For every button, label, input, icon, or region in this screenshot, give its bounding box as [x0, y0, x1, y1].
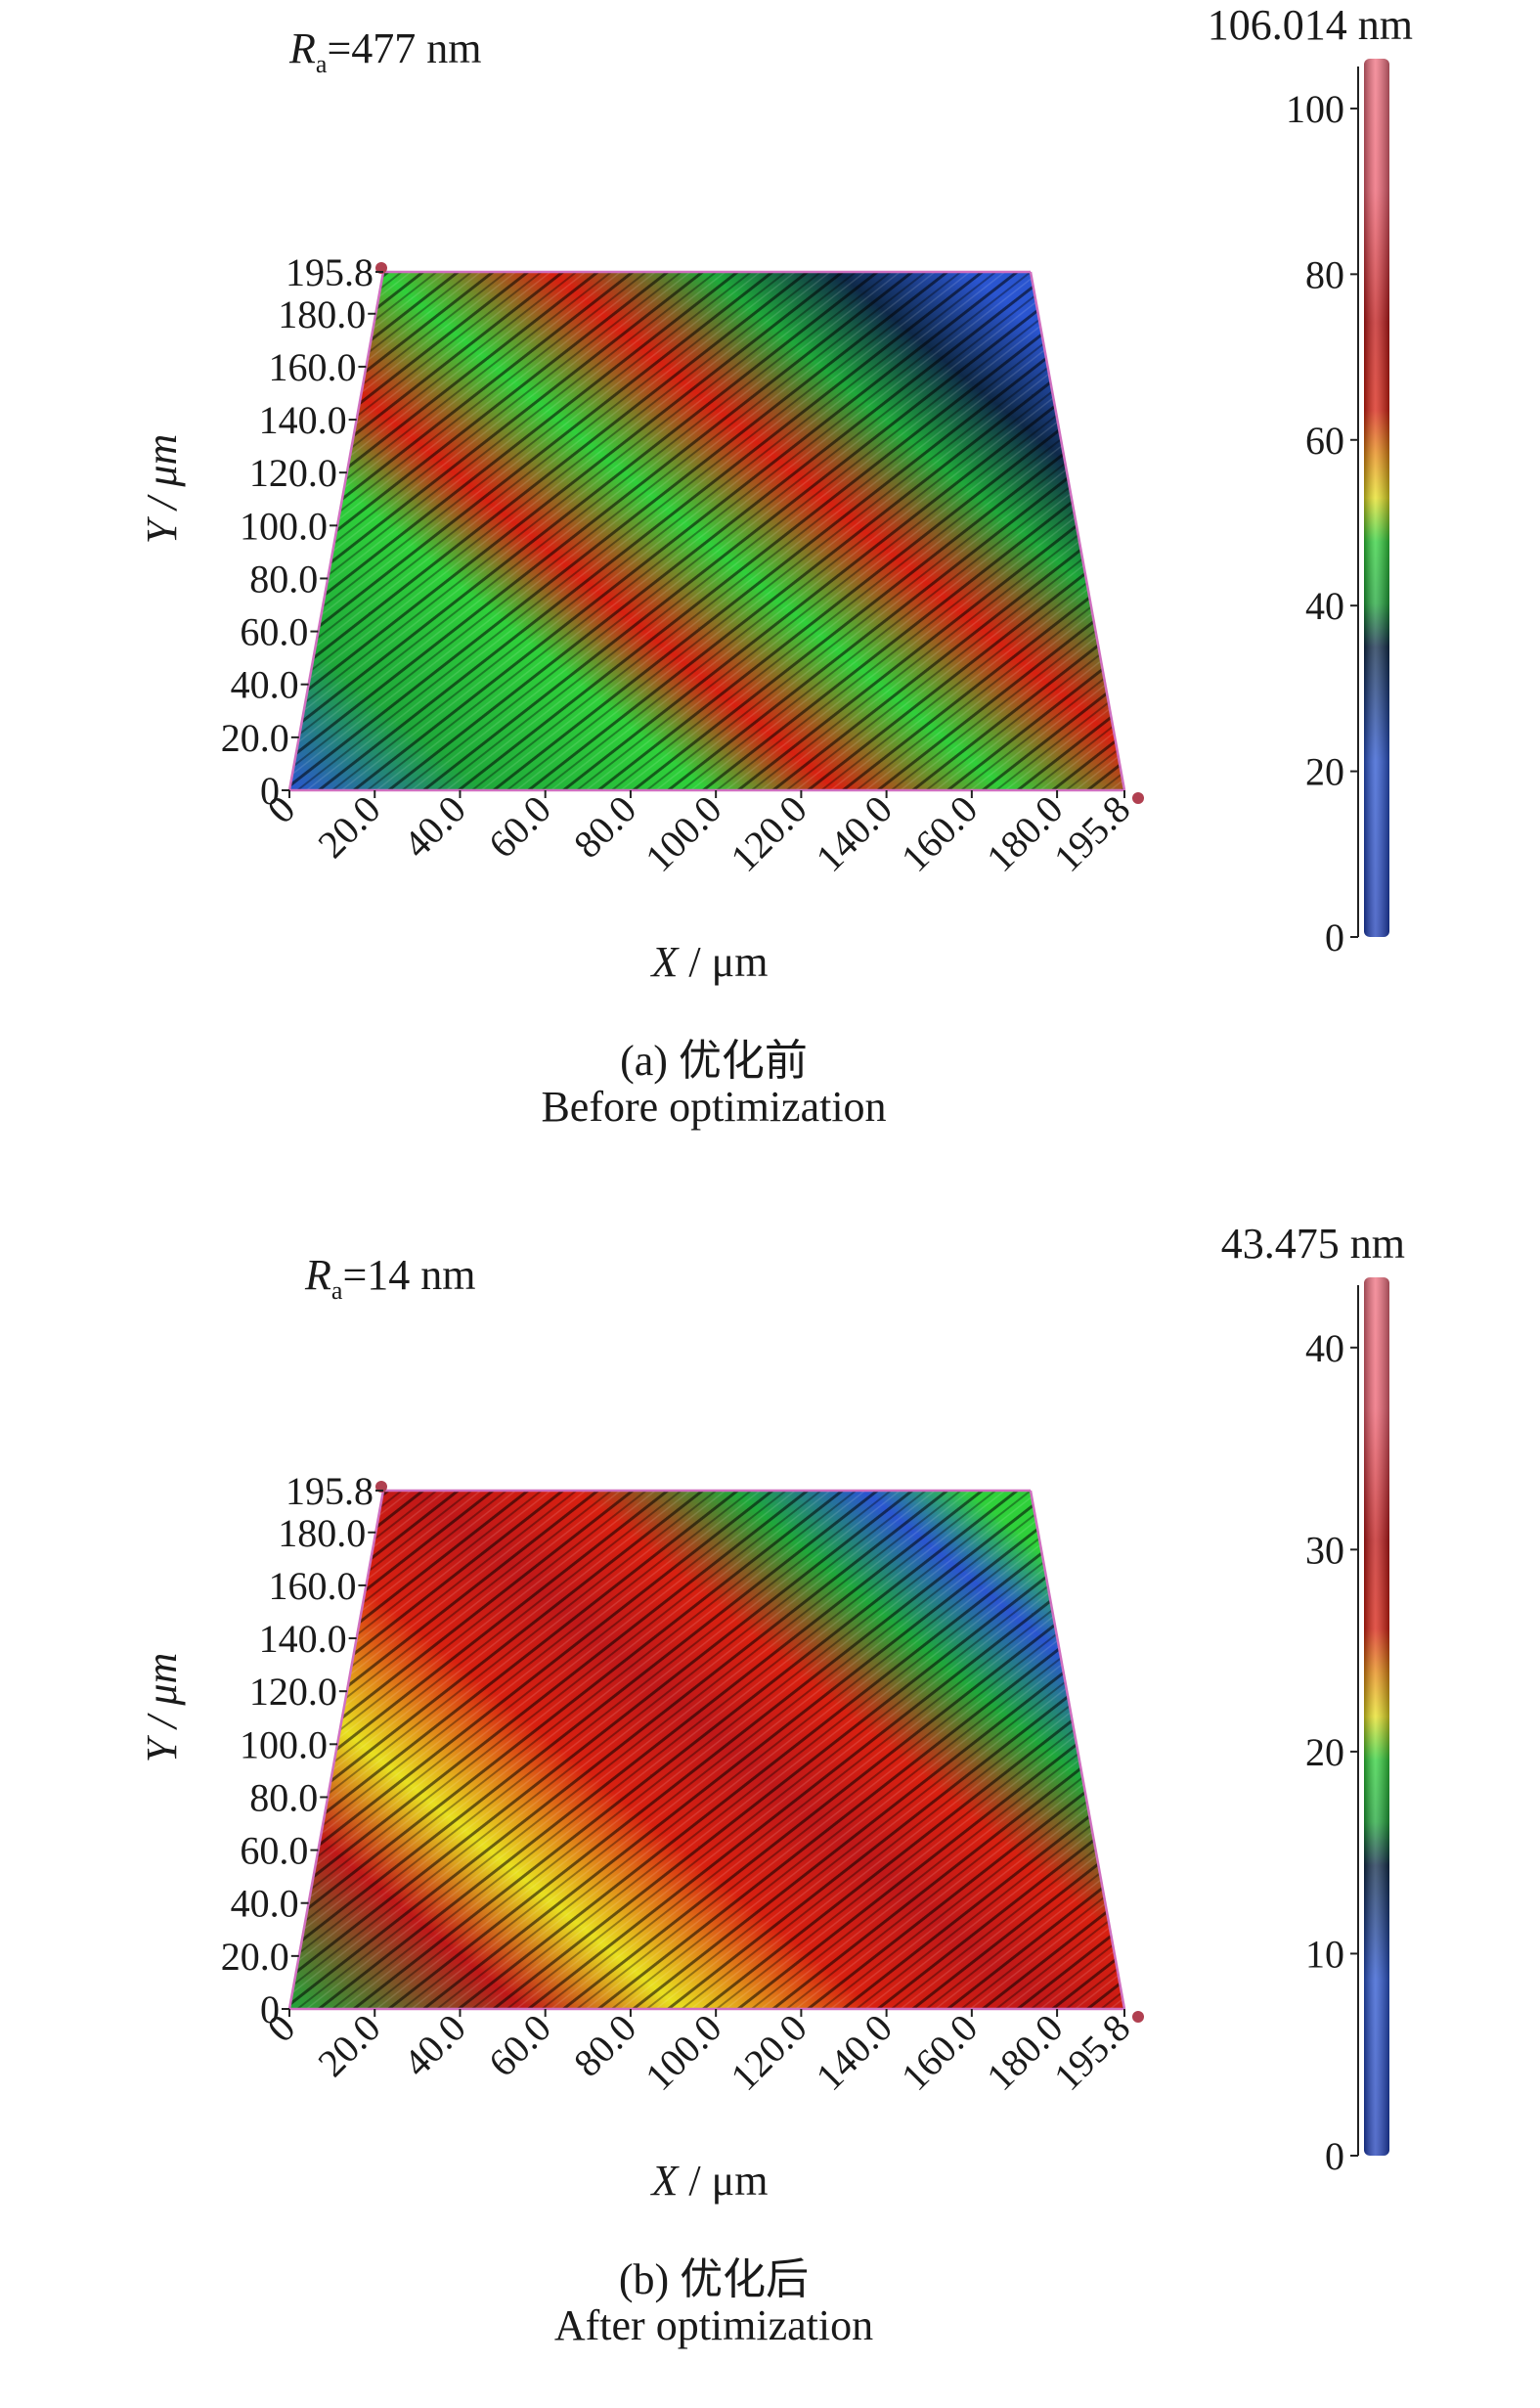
x-tick-label: 195.8 — [1045, 787, 1138, 880]
x-tick-label: 80.0 — [565, 787, 644, 867]
surface-plot-after: 020.040.060.080.0100.0120.0140.0160.0180… — [138, 1277, 1389, 2205]
x-tick-label: 40.0 — [395, 2006, 474, 2085]
y-tick-label: 60.0 — [240, 610, 308, 654]
surface-frame — [287, 270, 1126, 792]
x-axis-label: X / μm — [650, 2157, 769, 2205]
x-tick-label: 160.0 — [893, 787, 986, 880]
x-tick-label: 140.0 — [808, 787, 901, 880]
y-tick-label: 0 — [260, 769, 280, 813]
colorbar-tick-label: 100 — [1286, 87, 1344, 131]
colorbar-tick-label: 80 — [1305, 252, 1344, 296]
colorbar-tick-label: 20 — [1305, 750, 1344, 794]
y-tick-label: 40.0 — [231, 663, 299, 707]
y-tick-label: 160.0 — [268, 1564, 356, 1608]
y-tick-label: 160.0 — [268, 345, 356, 389]
colorbar-tick-label: 20 — [1305, 1730, 1344, 1774]
y-tick-label: 80.0 — [249, 557, 318, 601]
x-tick-label: 120.0 — [722, 787, 814, 880]
y-tick-label: 140.0 — [259, 398, 347, 442]
y-tick-label: 20.0 — [221, 716, 289, 760]
x-tick-label: 60.0 — [480, 787, 559, 867]
corner-marker — [1132, 2011, 1144, 2023]
x-tick-label: 100.0 — [637, 2006, 729, 2099]
colorbar-tick-label: 10 — [1305, 1932, 1344, 1976]
surface-texture — [289, 272, 1124, 790]
y-tick-label: 40.0 — [231, 1882, 299, 1926]
y-tick-label: 140.0 — [259, 1617, 347, 1661]
panel-before: 0 20.0 40.0 60.0 80.0 100.0 120.0 140.0 160.0 180… — [0, 0, 1540, 1189]
x-tick-label: 100.0 — [637, 787, 729, 880]
y-tick-label: 180.0 — [278, 292, 366, 336]
roughness-label: Ra=477 nm — [289, 24, 482, 78]
corner-marker — [1132, 792, 1144, 804]
colorbar-max-label: 43.475 nm — [1220, 1220, 1405, 1268]
y-tick-label: 60.0 — [240, 1829, 308, 1873]
x-tick-label: 180.0 — [978, 787, 1071, 880]
surface-texture — [289, 1491, 1124, 2009]
roughness-label: Ra=14 nm — [305, 1251, 476, 1305]
caption-en: Before optimization — [541, 1083, 887, 1131]
caption-en: After optimization — [553, 2301, 874, 2349]
caption-cn: (a) 优化前 — [620, 1037, 808, 1085]
x-tick-label: 80.0 — [565, 2006, 644, 2085]
x-tick-label: 160.0 — [893, 2006, 986, 2099]
x-tick-label: 20.0 — [309, 2006, 388, 2085]
y-axis-label: Y / μm — [138, 434, 186, 545]
y-tick-label: 0 — [260, 1987, 280, 2031]
y-tick-label: 100.0 — [240, 504, 328, 548]
y-tick-label: 120.0 — [249, 1670, 337, 1714]
x-tick-label: 120.0 — [722, 2006, 814, 2099]
colorbar-tick-label: 40 — [1305, 584, 1344, 628]
colorbar-tick-label: 0 — [1325, 2134, 1344, 2178]
x-tick-label: 195.8 — [1045, 2006, 1138, 2099]
y-axis-label: Y / μm — [138, 1653, 186, 1763]
surface-plot-before: 020.040.060.080.0100.0120.0140.0160.0180… — [138, 59, 1389, 986]
y-tick-label: 80.0 — [249, 1775, 318, 1819]
colorbar-tick-label: 0 — [1325, 915, 1344, 959]
x-tick-label: 40.0 — [395, 787, 474, 867]
colorbar-tick-label: 40 — [1305, 1326, 1344, 1370]
y-tick-label: 20.0 — [221, 1935, 289, 1979]
colorbar-tick-label: 60 — [1305, 419, 1344, 463]
y-tick-label: 180.0 — [278, 1511, 366, 1555]
x-tick-label: 180.0 — [978, 2006, 1071, 2099]
y-tick-label: 120.0 — [249, 451, 337, 495]
colorbar-max-label: 106.014 nm — [1207, 1, 1413, 49]
x-tick-label: 60.0 — [480, 2006, 559, 2085]
caption-cn: (b) 优化后 — [618, 2255, 810, 2303]
panel-after: 0 20.0 40.0 60.0 80.0 100.0 120.0 140.0 160.0 180… — [0, 1219, 1540, 2408]
x-tick-label: 20.0 — [309, 787, 388, 867]
surface-frame — [287, 1489, 1126, 2011]
y-tick-label: 100.0 — [240, 1722, 328, 1766]
y-tick-label: 195.8 — [286, 250, 374, 294]
y-tick-label: 195.8 — [286, 1469, 374, 1513]
colorbar-tick-label: 30 — [1305, 1528, 1344, 1572]
x-axis-label: X / μm — [650, 938, 769, 986]
x-tick-label: 140.0 — [808, 2006, 901, 2099]
